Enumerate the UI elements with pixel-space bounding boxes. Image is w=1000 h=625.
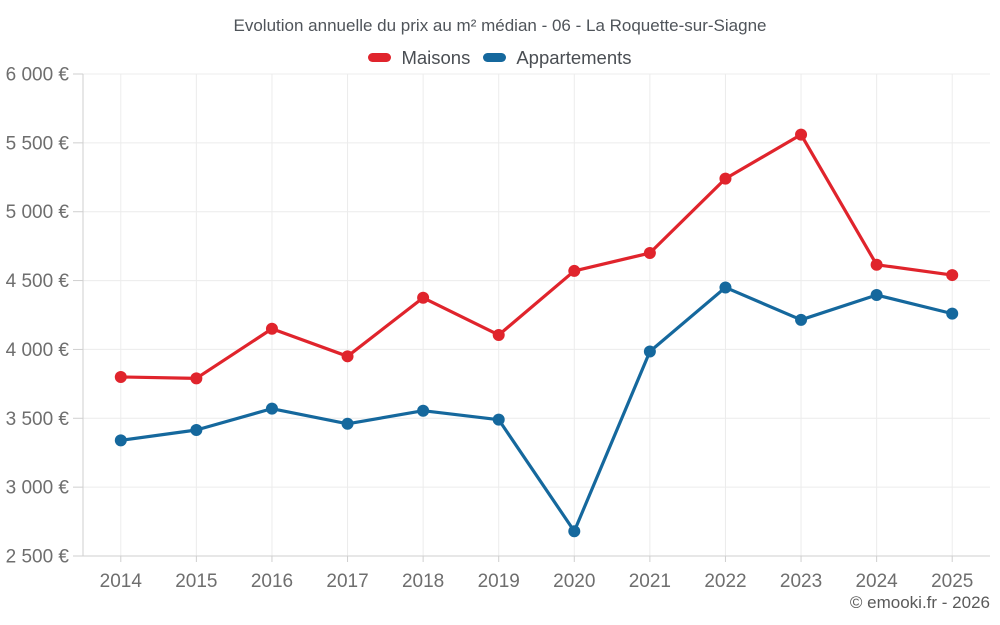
legend-swatch-appartements [483, 53, 507, 62]
series-layer [114, 128, 959, 538]
point-maisons-2022[interactable] [719, 172, 732, 185]
point-maisons-2019[interactable] [492, 328, 505, 341]
series-line-maisons [119, 132, 954, 380]
point-maisons-2023[interactable] [795, 128, 808, 141]
y-tick-label: 4 500 € [6, 271, 70, 292]
x-tick-label: 2024 [855, 571, 898, 592]
y-tick-label: 3 000 € [6, 478, 70, 499]
point-appartements-2018[interactable] [417, 404, 430, 417]
point-maisons-2024[interactable] [870, 258, 883, 271]
point-appartements-2020[interactable] [568, 525, 581, 538]
point-maisons-2014[interactable] [114, 370, 127, 383]
legend-item-maisons[interactable]: Maisons [368, 46, 470, 69]
point-maisons-2020[interactable] [568, 264, 581, 277]
legend-item-appartements[interactable]: Appartements [483, 46, 632, 69]
x-tick-label: 2019 [478, 571, 520, 592]
point-appartements-2016[interactable] [265, 402, 278, 415]
x-tick-label: 2017 [326, 571, 368, 592]
legend-swatch-maisons [368, 53, 392, 62]
point-maisons-2018[interactable] [417, 291, 430, 304]
y-tick-label: 5 500 € [6, 133, 70, 154]
series-maisons [114, 128, 959, 385]
axis-layer [73, 73, 990, 562]
point-appartements-2023[interactable] [795, 313, 808, 326]
point-appartements-2022[interactable] [719, 281, 732, 294]
x-tick-label: 2016 [251, 571, 293, 592]
x-tick-label: 2022 [704, 571, 746, 592]
point-maisons-2016[interactable] [265, 322, 278, 335]
x-tick-label: 2014 [100, 571, 143, 592]
grid-layer [83, 73, 990, 556]
y-tick-label: 4 000 € [6, 340, 70, 361]
x-tick-label: 2021 [629, 571, 671, 592]
chart-legend: Maisons Appartements [0, 46, 1000, 69]
x-tick-label: 2025 [931, 571, 973, 592]
series-line-appartements [119, 285, 954, 533]
point-appartements-2015[interactable] [190, 423, 203, 436]
legend-label-maisons: Maisons [401, 47, 471, 68]
y-tick-label: 5 000 € [6, 202, 70, 223]
chart-title: Evolution annuelle du prix au m² médian … [234, 16, 767, 35]
y-tick-label: 3 500 € [6, 409, 70, 430]
x-tick-label: 2015 [175, 571, 217, 592]
point-appartements-2024[interactable] [870, 289, 883, 302]
series-appartements [114, 281, 959, 538]
x-tick-label: 2018 [402, 571, 444, 592]
y-tick-label: 2 500 € [6, 547, 70, 568]
point-maisons-2021[interactable] [643, 247, 656, 260]
y-tick-label: 6 000 € [6, 65, 70, 86]
point-appartements-2017[interactable] [341, 417, 354, 430]
copyright-footer: © emooki.fr - 2026 [850, 593, 990, 612]
point-appartements-2014[interactable] [114, 434, 127, 447]
point-appartements-2021[interactable] [643, 345, 656, 358]
x-tick-label: 2020 [553, 571, 595, 592]
point-appartements-2025[interactable] [946, 307, 959, 320]
point-appartements-2019[interactable] [492, 413, 505, 426]
point-maisons-2025[interactable] [946, 269, 959, 282]
point-maisons-2017[interactable] [341, 350, 354, 363]
axis-labels-layer: 2 500 € 3 000 € 3 500 € 4 000 € 4 500 € 5 000… [6, 65, 974, 593]
x-tick-label: 2023 [780, 571, 822, 592]
point-maisons-2015[interactable] [190, 372, 203, 385]
legend-label-appartements: Appartements [516, 47, 632, 68]
